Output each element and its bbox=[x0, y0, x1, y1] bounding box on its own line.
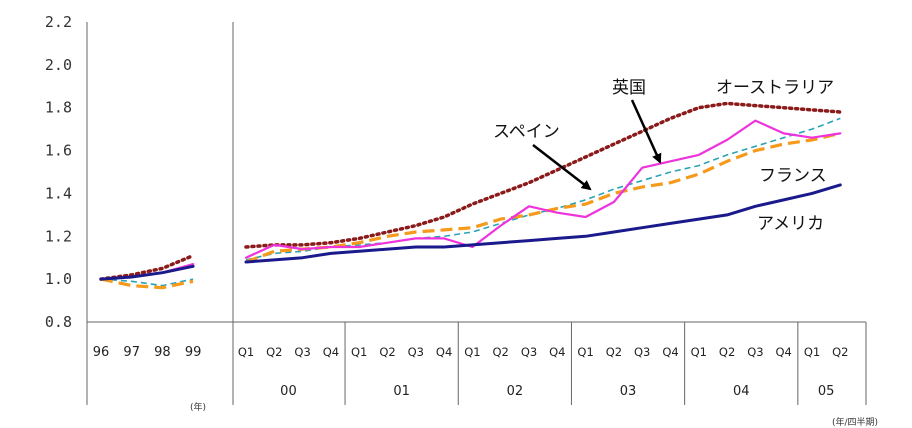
label-australia: オーストラリア bbox=[716, 78, 834, 98]
x-tick-quarter: Q2 bbox=[493, 345, 509, 359]
y-tick-label: 1.0 bbox=[45, 270, 72, 288]
label-usa: アメリカ bbox=[757, 214, 824, 234]
arrow-uk bbox=[630, 99, 662, 164]
y-tick-label: 2.0 bbox=[45, 56, 72, 74]
x-tick-quarter: Q4 bbox=[436, 345, 452, 359]
x-tick-quarter: Q4 bbox=[662, 345, 678, 359]
x-tick-quarter: Q2 bbox=[379, 345, 395, 359]
x-tick-annual: 97 bbox=[123, 345, 140, 360]
x-tick-annual: 99 bbox=[185, 345, 202, 360]
x-year-label: 02 bbox=[507, 384, 524, 399]
series-2-annual-line bbox=[100, 277, 194, 290]
x-tick-quarter: Q3 bbox=[634, 345, 650, 359]
series-4-annual-line bbox=[99, 264, 195, 281]
x-year-label: 05 bbox=[818, 384, 835, 399]
x-tick-quarter: Q2 bbox=[719, 345, 735, 359]
x-year-label: 00 bbox=[280, 384, 297, 399]
x-tick-quarter: Q1 bbox=[351, 345, 367, 359]
x-tick-quarter: Q1 bbox=[238, 345, 254, 359]
x-tick-quarter: Q4 bbox=[323, 345, 339, 359]
x-year-label: 03 bbox=[620, 384, 637, 399]
x-year-label: 04 bbox=[733, 384, 750, 399]
arrow-spain bbox=[532, 144, 592, 191]
x-year-label: 01 bbox=[393, 384, 410, 399]
x-tick-quarter: Q1 bbox=[577, 345, 593, 359]
y-tick-label: 1.8 bbox=[45, 99, 72, 117]
x-tick-quarter: Q1 bbox=[691, 345, 707, 359]
x-tick-quarter: Q3 bbox=[408, 345, 424, 359]
x-tick-quarter: Q3 bbox=[294, 345, 310, 359]
x-tick-annual: 96 bbox=[93, 345, 110, 360]
y-tick-label: 2.2 bbox=[45, 13, 72, 31]
series-4-quarterly-line bbox=[244, 183, 842, 264]
y-tick-label: 1.4 bbox=[45, 184, 72, 202]
x-tick-quarter: Q4 bbox=[549, 345, 565, 359]
y-tick-label: 1.2 bbox=[45, 227, 72, 245]
series-lines bbox=[99, 101, 843, 290]
label-france: フランス bbox=[759, 166, 827, 186]
series-3-quarterly-line bbox=[244, 119, 842, 259]
x-tick-quarter: Q2 bbox=[832, 345, 848, 359]
quarter-unit-label: (年/四半期) bbox=[832, 416, 878, 428]
x-labels: 96 97 98 99 (年) Q1 Q2 Q3 Q4 Q1 Q2 Q3 Q4 Q1 Q2 Q3 Q4 Q1 Q2 Q… bbox=[93, 322, 878, 428]
x-tick-quarter: Q3 bbox=[747, 345, 763, 359]
label-uk: 英国 bbox=[612, 78, 646, 98]
series-1-annual-line bbox=[100, 278, 194, 287]
label-spain: スペイン bbox=[493, 122, 560, 142]
axes bbox=[86, 22, 867, 405]
x-tick-quarter: Q1 bbox=[464, 345, 480, 359]
x-tick-quarter: Q2 bbox=[606, 345, 622, 359]
x-tick-quarter: Q2 bbox=[266, 345, 282, 359]
series-2-quarterly-line bbox=[245, 131, 841, 264]
x-tick-quarter: Q4 bbox=[776, 345, 792, 359]
annotations: オーストラリア 英国 スペイン フランス アメリカ bbox=[493, 78, 834, 234]
x-tick-quarter: Q1 bbox=[804, 345, 820, 359]
annual-unit-label: (年) bbox=[190, 401, 206, 413]
y-ticks: 0.8 1.0 1.2 1.4 1.6 1.8 2.0 2.2 bbox=[45, 13, 72, 331]
series-0-quarterly-line bbox=[244, 101, 843, 249]
x-tick-annual: 98 bbox=[154, 345, 171, 360]
y-tick-label: 0.8 bbox=[45, 313, 72, 331]
x-tick-quarter: Q3 bbox=[521, 345, 537, 359]
y-tick-label: 1.6 bbox=[45, 142, 72, 160]
